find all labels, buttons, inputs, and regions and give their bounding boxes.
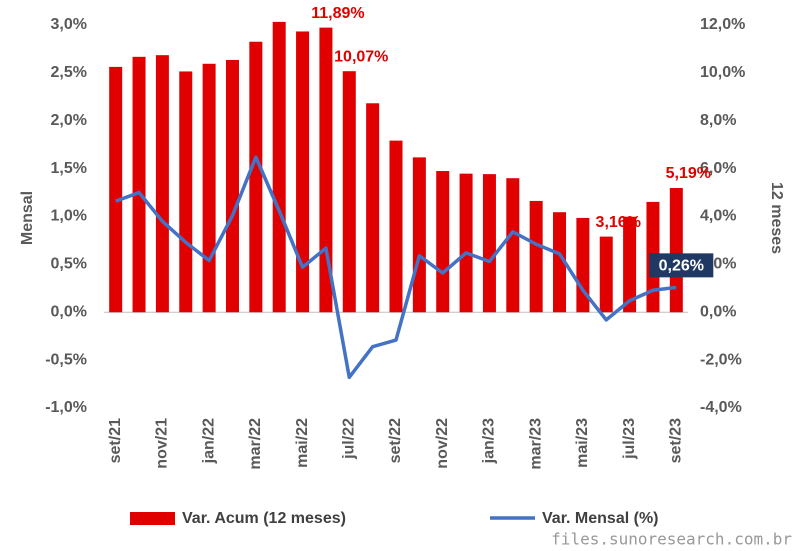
bar — [225, 59, 239, 313]
data-label: 0,26% — [659, 258, 704, 275]
watermark: files.sunoresearch.com.br — [551, 530, 792, 549]
data-label: 5,19% — [666, 165, 711, 182]
legend-label: Var. Acum (12 meses) — [182, 510, 346, 527]
y-tick-label: 1,0% — [51, 208, 87, 225]
y2-axis-label: 12 meses — [768, 182, 785, 254]
bar — [296, 31, 310, 313]
x-tick-label: mar/23 — [527, 418, 544, 470]
bar — [155, 55, 169, 313]
x-tick-label: set/21 — [107, 418, 124, 463]
data-label: 10,07% — [334, 48, 388, 65]
y2-tick-label: -2,0% — [700, 351, 742, 368]
bar — [132, 56, 146, 313]
data-label: 11,89% — [311, 5, 364, 22]
bar — [412, 157, 426, 313]
y-tick-label: -0,5% — [45, 351, 87, 368]
bar — [436, 171, 450, 313]
bar — [553, 212, 567, 313]
x-tick-label: set/22 — [387, 418, 404, 463]
bar — [202, 63, 216, 313]
data-label-box — [649, 253, 714, 278]
bar — [506, 178, 520, 313]
x-tick-label: jul/23 — [621, 418, 638, 460]
x-tick-label: mai/23 — [574, 418, 591, 468]
bar — [599, 236, 613, 313]
bar — [482, 174, 496, 313]
y-tick-label: 0,5% — [51, 256, 87, 273]
x-tick-label: nov/22 — [434, 418, 451, 469]
bar — [342, 71, 356, 313]
bar — [109, 66, 123, 313]
y-tick-label: -1,0% — [45, 399, 87, 416]
y-tick-label: 2,5% — [51, 64, 87, 81]
bar — [366, 103, 380, 313]
y2-tick-label: 8,0% — [700, 112, 736, 129]
bar — [389, 140, 403, 313]
y2-tick-label: 10,0% — [700, 64, 745, 81]
bar — [249, 41, 263, 313]
bar — [623, 216, 637, 313]
bar — [529, 200, 543, 313]
x-tick-label: jan/22 — [200, 418, 217, 464]
y2-tick-label: 12,0% — [700, 16, 745, 33]
bar — [319, 27, 333, 313]
x-tick-label: jul/22 — [340, 418, 357, 460]
x-tick-label: nov/21 — [154, 418, 171, 469]
y-tick-label: 2,0% — [51, 112, 87, 129]
x-tick-label: mai/22 — [294, 418, 311, 468]
y-tick-label: 3,0% — [51, 16, 87, 33]
y2-tick-label: 0,0% — [700, 303, 736, 320]
legend-swatch — [130, 512, 175, 525]
bar — [576, 217, 590, 313]
x-tick-label: set/23 — [668, 418, 685, 463]
y2-tick-label: -4,0% — [700, 399, 742, 416]
y-tick-label: 0,0% — [51, 303, 87, 320]
y2-tick-label: 4,0% — [700, 208, 736, 225]
x-tick-label: jan/23 — [481, 418, 498, 464]
bar — [179, 71, 193, 313]
y2-tick-label: 6,0% — [700, 160, 736, 177]
legend-label: Var. Mensal (%) — [542, 510, 659, 527]
x-tick-label: mar/22 — [247, 418, 264, 470]
line — [115, 155, 677, 380]
y-axis-label: Mensal — [19, 191, 36, 245]
bar — [459, 173, 473, 313]
bar — [669, 188, 683, 313]
y-tick-label: 1,5% — [51, 160, 87, 177]
bar — [272, 21, 286, 313]
